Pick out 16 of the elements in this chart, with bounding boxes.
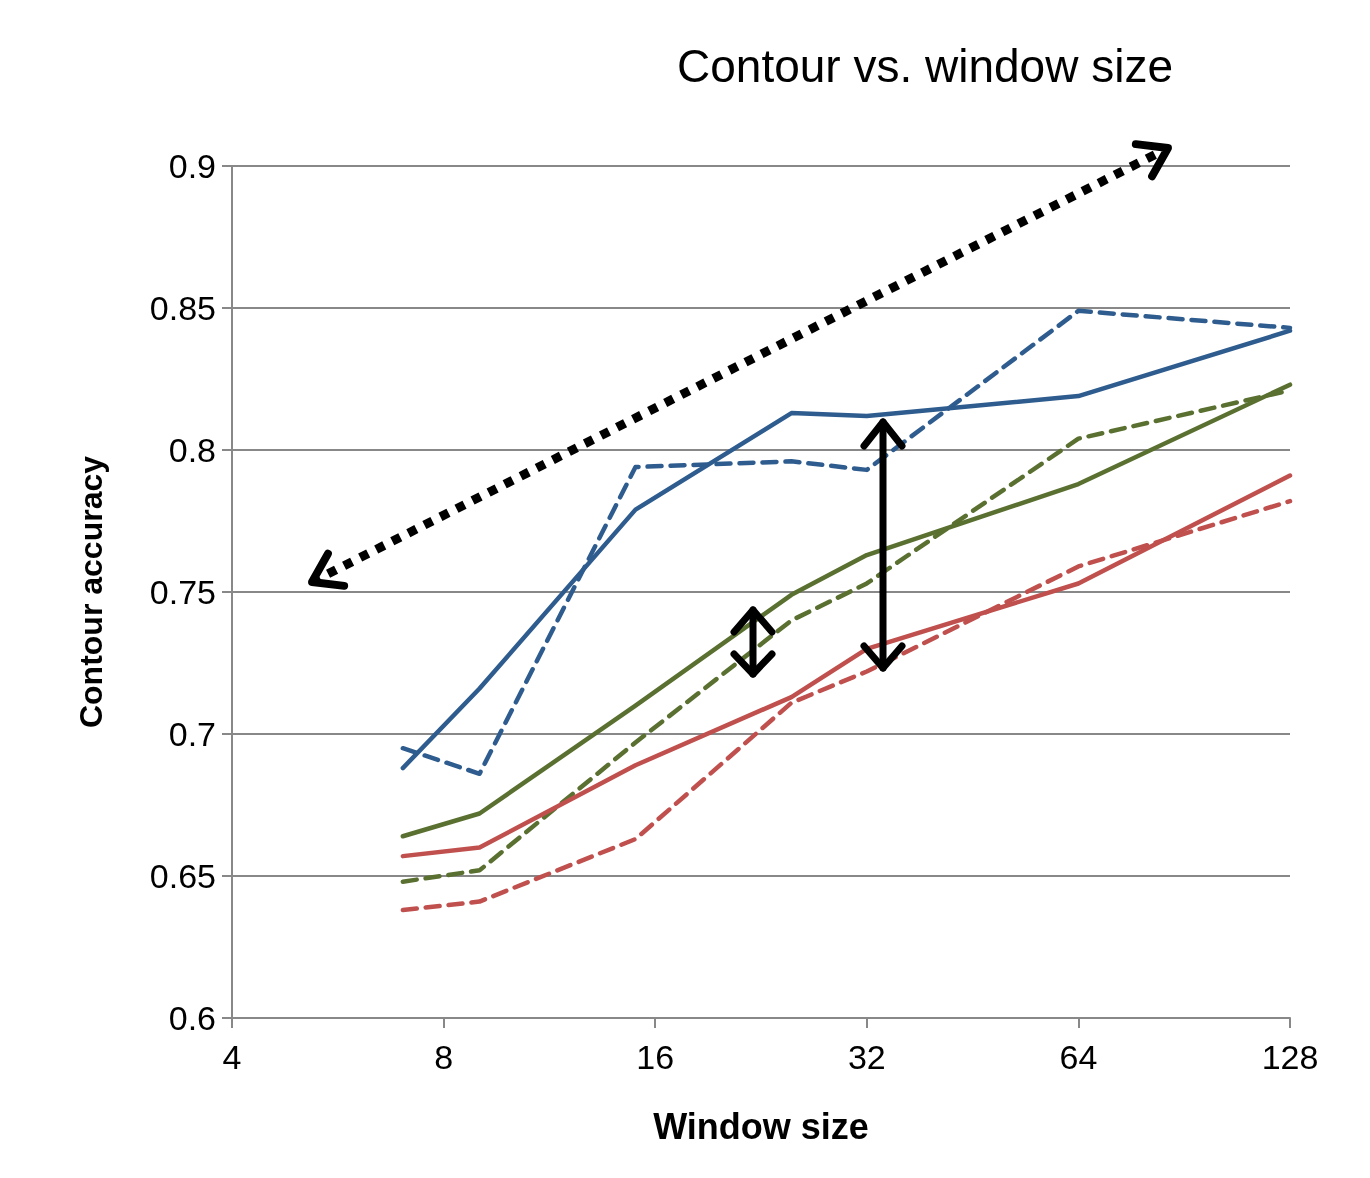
x-tick-label: 16 [636,1038,675,1076]
x-tick-label: 64 [1059,1038,1098,1076]
y-tick-label: 0.6 [168,999,216,1037]
y-tick-label: 0.85 [149,289,216,327]
y-tick-label: 0.75 [149,573,216,611]
x-tick-label: 8 [434,1038,454,1076]
y-tick-label: 0.9 [168,147,216,185]
y-tick-label: 0.8 [168,431,216,469]
chart-title: Contour vs. window size [677,40,1173,92]
y-axis-title: Contour accuracy [73,455,109,729]
x-tick-label: 4 [222,1038,242,1076]
y-tick-label: 0.65 [149,857,216,895]
x-tick-label: 128 [1261,1038,1319,1076]
x-axis-title: Window size [653,1105,869,1147]
x-tick-label: 32 [847,1038,886,1076]
y-tick-label: 0.7 [168,715,216,753]
